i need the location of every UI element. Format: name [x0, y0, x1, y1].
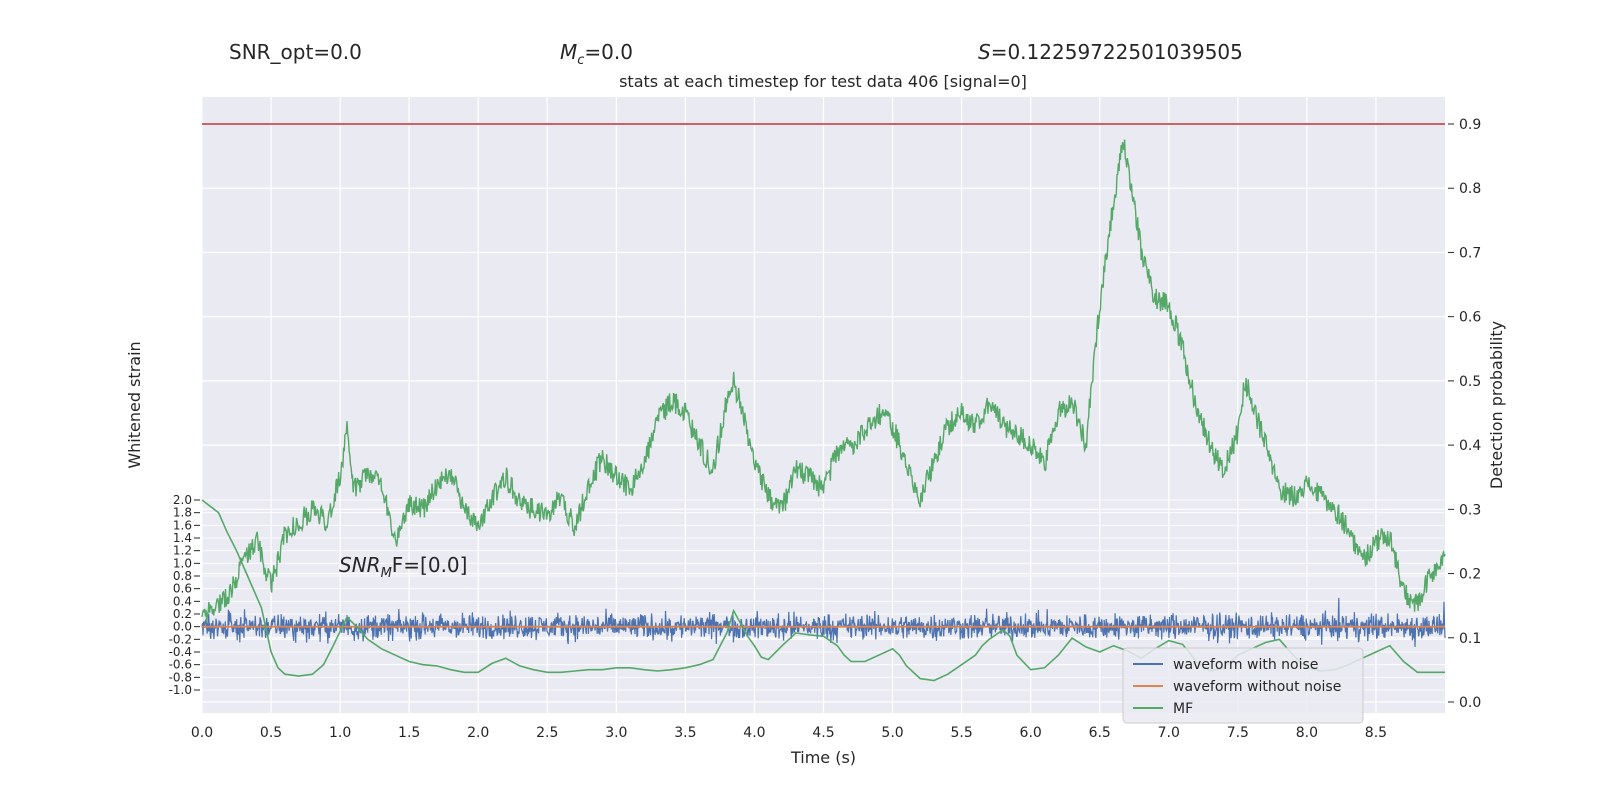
s-stat-label: S=0.12259722501039505 [978, 40, 1243, 64]
right-y-tick-label: 0.8 [1459, 181, 1481, 197]
left-y-tick-label: -0.6 [169, 658, 192, 672]
x-tick-label: 1.5 [398, 725, 420, 741]
x-tick-label: 7.5 [1227, 725, 1249, 741]
right-y-tick-label: 0.5 [1459, 374, 1481, 390]
left-y-axis-label: Whitened strain [125, 341, 144, 468]
mc-symbol: M [560, 40, 578, 64]
x-tick-label: 6.0 [1020, 725, 1042, 741]
right-y-tick-label: 0.4 [1459, 438, 1481, 454]
left-y-tick-label: 1.6 [173, 518, 192, 532]
legend-label: waveform without noise [1173, 679, 1341, 695]
left-y-tick-label: -0.8 [169, 670, 192, 684]
probability-line [201, 139, 1446, 624]
chirp-mass-label: Mc=0.0 [560, 40, 633, 68]
snr-mf-annotation: SNRMF=[0.0] [339, 553, 467, 581]
x-tick-label: 0.0 [191, 725, 213, 741]
right-y-tick-label: 0.0 [1459, 695, 1481, 711]
right-y-tick-label: 0.7 [1459, 245, 1481, 261]
legend-box [1122, 647, 1364, 724]
left-y-tick-label: 0.2 [173, 607, 192, 621]
legend: waveform with noise waveform without nois… [1122, 647, 1364, 724]
legend-label: waveform with noise [1173, 657, 1318, 673]
x-tick-label: 3.5 [674, 725, 696, 741]
x-tick-label: 5.0 [881, 725, 903, 741]
left-y-tick-label: 0.6 [173, 582, 192, 596]
left-y-tick-label: 1.2 [173, 544, 192, 558]
x-tick-label: 6.5 [1089, 725, 1111, 741]
mc-subscript: c [577, 53, 585, 68]
left-y-tick-label: 0.0 [173, 620, 192, 634]
series-waveform-with-noise [201, 597, 1446, 648]
x-tick-label: 3.0 [605, 725, 627, 741]
series-detection-probability [201, 139, 1446, 624]
x-tick-label: 8.0 [1296, 725, 1318, 741]
left-y-tick-label: 0.4 [173, 594, 192, 608]
left-y-tick-label: 1.0 [173, 556, 192, 570]
noise-waveform-line [201, 597, 1446, 648]
left-y-tick-label: -0.4 [169, 645, 192, 659]
x-tick-label: 4.0 [743, 725, 765, 741]
x-tick-label: 2.5 [536, 725, 558, 741]
mc-value: =0.0 [584, 40, 633, 64]
snr-opt-label: SNR_opt=0.0 [229, 40, 362, 64]
legend-label: MF [1173, 701, 1193, 717]
right-y-tick-label: 0.1 [1459, 631, 1481, 647]
right-y-axis-label: Detection probability [1487, 321, 1506, 489]
x-tick-label: 4.5 [812, 725, 834, 741]
x-tick-label: 7.0 [1158, 725, 1180, 741]
right-y-axis-ticks: 0.0 0.1 0.2 0.3 0.4 0.5 0.6 0.7 0.8 0.9 [1448, 117, 1481, 711]
left-y-tick-label: -1.0 [169, 683, 192, 697]
right-y-tick-label: 0.3 [1459, 502, 1481, 518]
left-y-tick-label: 2.0 [173, 493, 192, 507]
left-y-tick-label: 1.8 [173, 506, 192, 520]
right-y-tick-label: 0.6 [1459, 310, 1481, 326]
x-tick-label: 1.0 [329, 725, 351, 741]
x-tick-label: 0.5 [260, 725, 282, 741]
x-tick-label: 5.5 [950, 725, 972, 741]
annot-rest: F=[0.0] [392, 553, 468, 577]
x-axis-label: Time (s) [790, 748, 856, 767]
s-value: =0.12259722501039505 [990, 40, 1243, 64]
left-y-axis-ticks: 2.01.81.61.41.21.00.80.60.40.20.0-0.2-0.… [169, 493, 200, 697]
left-y-tick-label: 1.4 [173, 531, 192, 545]
annot-prefix: SNR [339, 553, 381, 577]
x-tick-label: 8.5 [1365, 725, 1387, 741]
right-y-tick-label: 0.9 [1459, 117, 1481, 133]
annot-sub: M [381, 566, 392, 581]
x-axis-ticks: 0.0 0.5 1.0 1.5 2.0 2.5 3.0 3.5 4.0 4.5 5.0 5.5 6.0 6… [191, 725, 1387, 741]
right-y-tick-label: 0.2 [1459, 567, 1481, 583]
left-y-tick-label: -0.2 [169, 632, 192, 646]
left-y-tick-label: 0.8 [173, 569, 192, 583]
chart-title: stats at each timestep for test data 406… [619, 72, 1027, 91]
s-symbol: S [978, 40, 991, 64]
x-tick-label: 2.0 [467, 725, 489, 741]
